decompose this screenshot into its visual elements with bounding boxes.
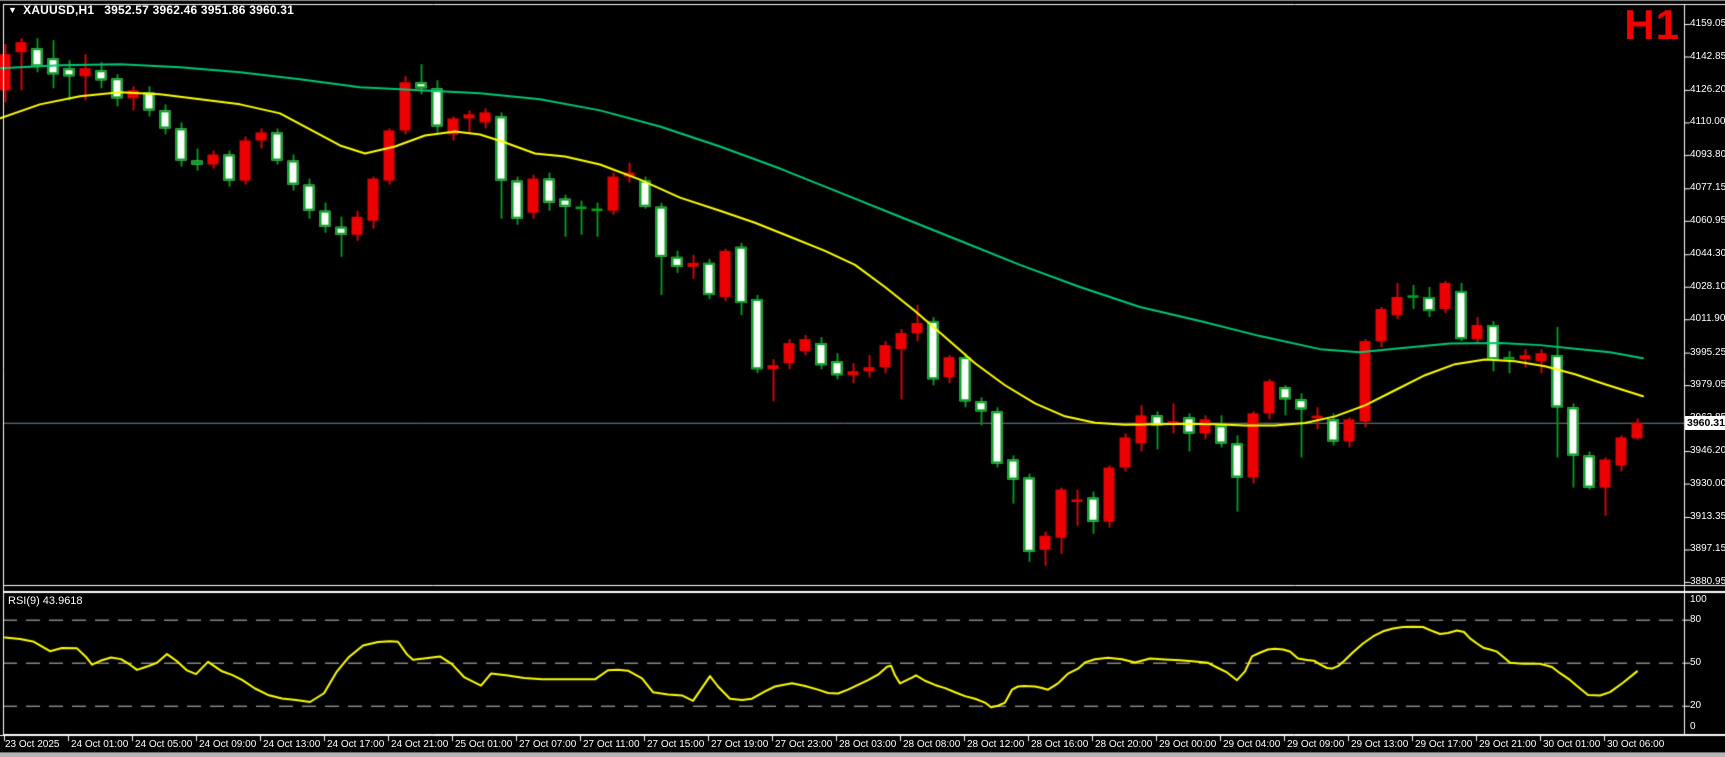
price-tick-label: 3880.95 bbox=[1690, 575, 1725, 587]
price-tick-label: 4126.20 bbox=[1690, 83, 1725, 95]
indicator-value: 43.9618 bbox=[42, 595, 83, 607]
time-tick-label: 27 Oct 23:00 bbox=[775, 739, 833, 750]
price-tick-label: 4028.10 bbox=[1690, 280, 1725, 292]
price-tick-label: 3930.00 bbox=[1690, 477, 1725, 489]
indicator-label: RSI(9) 43.9618 bbox=[8, 595, 86, 607]
current-price-marker: 3960.31 bbox=[1685, 415, 1725, 430]
time-tick-label: 29 Oct 21:00 bbox=[1479, 739, 1537, 750]
price-tick-label: 3979.05 bbox=[1690, 379, 1725, 391]
current-price-value: 3960.31 bbox=[1687, 416, 1725, 429]
time-tick-label: 30 Oct 06:00 bbox=[1607, 739, 1665, 750]
time-tick-label: 28 Oct 12:00 bbox=[967, 739, 1025, 750]
window-top-edge bbox=[0, 0, 1725, 1]
symbol-dropdown-icon[interactable]: ▼ bbox=[8, 5, 18, 15]
time-tick-label: 23 Oct 2025 bbox=[5, 739, 60, 750]
ohlc-quote: 3952.57 3962.46 3951.86 3960.31 bbox=[104, 3, 294, 17]
indicator-name: RSI(9) bbox=[8, 595, 40, 607]
time-tick-label: 24 Oct 21:00 bbox=[391, 739, 449, 750]
price-tick-label: 3946.20 bbox=[1690, 445, 1725, 457]
time-tick-label: 28 Oct 03:00 bbox=[839, 739, 897, 750]
time-tick-label: 28 Oct 08:00 bbox=[903, 739, 961, 750]
chart-title: ▼ XAUUSD,H1 3952.57 3962.46 3951.86 3960.3… bbox=[8, 3, 294, 17]
price-tick-label: 4159.05 bbox=[1690, 18, 1725, 29]
price-tick-label: 3995.25 bbox=[1690, 346, 1725, 358]
window-bottom-edge bbox=[0, 752, 1725, 757]
time-tick-label: 30 Oct 01:00 bbox=[1543, 739, 1601, 750]
price-tick-label: 3913.35 bbox=[1690, 510, 1725, 522]
time-tick-label: 27 Oct 11:00 bbox=[583, 739, 640, 750]
rsi-tick-label: 50 bbox=[1690, 656, 1702, 668]
time-tick-label: 24 Oct 05:00 bbox=[135, 739, 193, 750]
time-tick-label: 29 Oct 13:00 bbox=[1351, 739, 1409, 750]
rsi-tick-label: 20 bbox=[1690, 699, 1702, 711]
time-tick-label: 29 Oct 04:00 bbox=[1223, 739, 1281, 750]
timeframe-watermark: H1 bbox=[1624, 1, 1680, 48]
time-tick-label: 28 Oct 16:00 bbox=[1031, 739, 1089, 750]
time-tick-label: 24 Oct 17:00 bbox=[327, 739, 385, 750]
time-tick-label: 29 Oct 09:00 bbox=[1287, 739, 1345, 750]
price-tick-label: 4060.95 bbox=[1690, 214, 1725, 226]
price-tick-label: 4093.80 bbox=[1690, 148, 1725, 160]
price-tick-label: 3897.15 bbox=[1690, 543, 1725, 555]
time-tick-label: 25 Oct 01:00 bbox=[455, 739, 513, 750]
price-tick-label: 4110.00 bbox=[1690, 116, 1725, 128]
time-tick-label: 27 Oct 15:00 bbox=[647, 739, 705, 750]
time-tick-label: 29 Oct 00:00 bbox=[1159, 739, 1217, 750]
time-tick-label: 29 Oct 17:00 bbox=[1415, 739, 1473, 750]
time-tick-label: 27 Oct 19:00 bbox=[711, 739, 769, 750]
time-tick-label: 24 Oct 09:00 bbox=[199, 739, 257, 750]
price-tick-label: 4077.15 bbox=[1690, 182, 1725, 194]
price-tick-label: 4011.90 bbox=[1690, 313, 1725, 325]
price-tick-label: 4142.85 bbox=[1690, 50, 1725, 62]
time-tick-label: 27 Oct 07:00 bbox=[519, 739, 577, 750]
time-tick-label: 28 Oct 20:00 bbox=[1095, 739, 1153, 750]
symbol-timeframe-label: XAUUSD,H1 bbox=[23, 3, 95, 17]
price-tick-label: 4044.30 bbox=[1690, 248, 1725, 260]
rsi-tick-label: 100 bbox=[1690, 594, 1707, 605]
time-tick-label: 24 Oct 01:00 bbox=[71, 739, 129, 750]
rsi-tick-label: 0 bbox=[1690, 720, 1696, 732]
rsi-tick-label: 80 bbox=[1690, 613, 1702, 625]
time-tick-label: 24 Oct 13:00 bbox=[263, 739, 321, 750]
